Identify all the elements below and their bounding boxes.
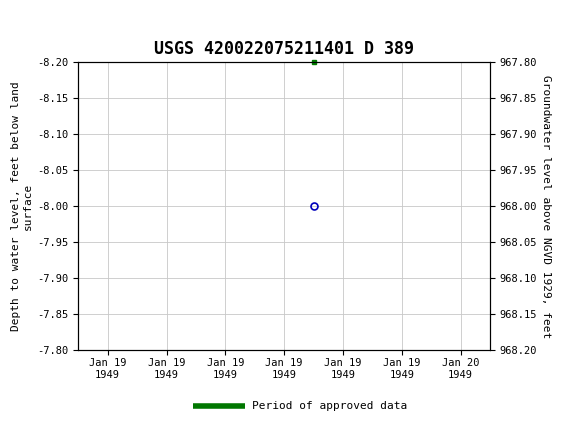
- Y-axis label: Depth to water level, feet below land
surface: Depth to water level, feet below land su…: [11, 82, 33, 331]
- Text: ≈USGS: ≈USGS: [7, 9, 78, 27]
- Text: Period of approved data: Period of approved data: [252, 401, 407, 412]
- Y-axis label: Groundwater level above NGVD 1929, feet: Groundwater level above NGVD 1929, feet: [542, 75, 552, 338]
- Title: USGS 420022075211401 D 389: USGS 420022075211401 D 389: [154, 40, 414, 58]
